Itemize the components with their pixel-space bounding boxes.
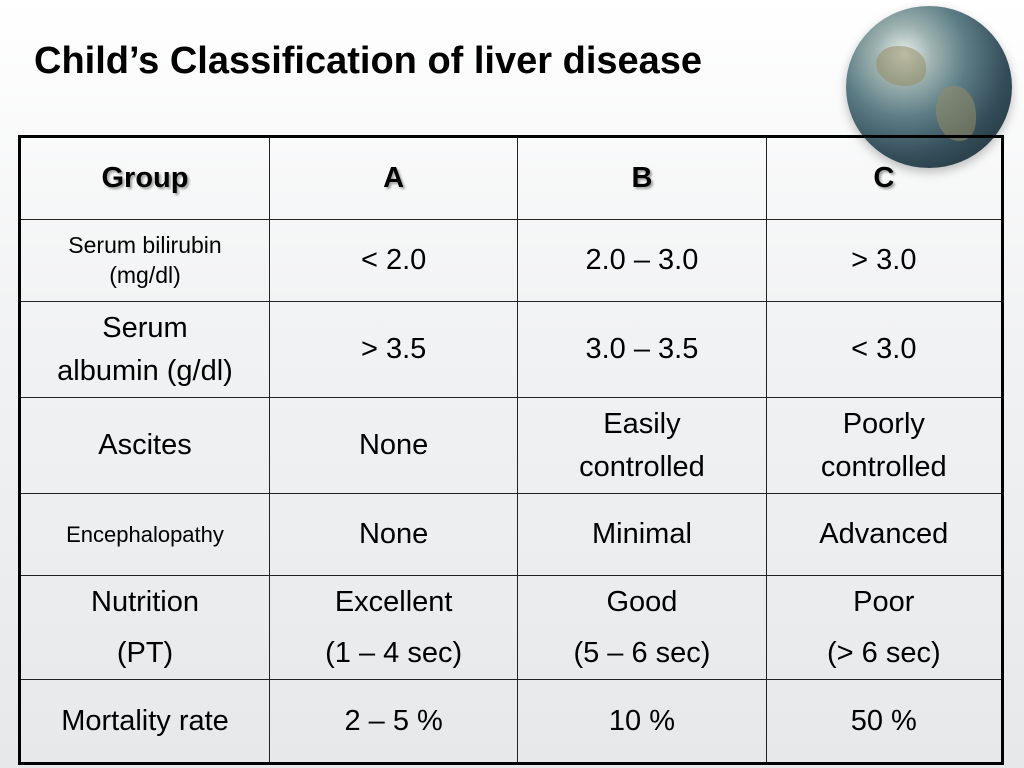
table-row: Serum bilirubin (mg/dl) < 2.0 2.0 – 3.0 >…: [19, 219, 1004, 302]
slide-title: Child’s Classification of liver disease: [34, 40, 703, 82]
cell: Minimal: [517, 493, 767, 576]
cell-line: Poor: [853, 585, 915, 618]
label-line: Nutrition: [91, 585, 199, 618]
header-cell: A: [268, 136, 519, 220]
cell: 2.0 – 3.0: [517, 219, 767, 302]
header-cell: C: [765, 136, 1004, 220]
cell: 3.0 – 3.5: [517, 301, 767, 398]
label-line: Serum: [102, 312, 188, 345]
cell: > 3.5: [268, 301, 519, 398]
table-header-row: Group A B C: [19, 136, 1004, 220]
cell-line: (5 – 6 sec): [573, 636, 711, 669]
row-label: Serum bilirubin (mg/dl): [19, 219, 270, 302]
cell-line: Poorly: [842, 408, 925, 441]
cell-line: (> 6 sec): [826, 636, 941, 669]
row-label: Mortality rate: [19, 679, 270, 764]
table-row: Serum albumin (g/dl) > 3.5 3.0 – 3.5 < 3.…: [19, 301, 1004, 398]
cell: 2 – 5 %: [268, 679, 519, 764]
cell: None: [268, 493, 519, 576]
table-row: Nutrition (PT) Excellent (1 – 4 sec) Good (…: [19, 575, 1004, 680]
cell: 10 %: [517, 679, 767, 764]
cell-line: Excellent: [334, 585, 453, 618]
cell: < 2.0: [268, 219, 519, 302]
cell: Poor (> 6 sec): [765, 575, 1004, 680]
table-row: Mortality rate 2 – 5 % 10 % 50 %: [19, 679, 1004, 764]
row-label: Nutrition (PT): [19, 575, 270, 680]
cell: Easily controlled: [517, 397, 767, 494]
child-classification-table: Group A B C Serum bilirubin (mg/dl) < 2.0…: [18, 135, 1004, 765]
header-cell: B: [517, 136, 767, 220]
cell: < 3.0: [765, 301, 1004, 398]
label-line: (PT): [116, 636, 174, 669]
cell-line: (1 – 4 sec): [325, 636, 463, 669]
cell-line: controlled: [579, 450, 705, 483]
cell: Excellent (1 – 4 sec): [268, 575, 519, 680]
row-label: Ascites: [19, 397, 270, 494]
label-line: Serum bilirubin: [68, 231, 222, 258]
cell: None: [268, 397, 519, 494]
cell: 50 %: [765, 679, 1004, 764]
cell-line: controlled: [820, 450, 947, 483]
cell: Good (5 – 6 sec): [517, 575, 767, 680]
cell: Poorly controlled: [765, 397, 1004, 494]
label-line: albumin (g/dl): [57, 354, 233, 387]
cell-line: Easily: [603, 408, 681, 441]
header-cell: Group: [19, 136, 270, 220]
label-line: (mg/dl): [109, 261, 181, 288]
table-row: Ascites None Easily controlled Poorly cont…: [19, 397, 1004, 494]
cell: Advanced: [765, 493, 1004, 576]
table-row: Encephalopathy None Minimal Advanced: [19, 493, 1004, 576]
cell: > 3.0: [765, 219, 1004, 302]
cell-line: Good: [606, 585, 678, 618]
row-label: Serum albumin (g/dl): [19, 301, 270, 398]
row-label: Encephalopathy: [19, 493, 270, 576]
